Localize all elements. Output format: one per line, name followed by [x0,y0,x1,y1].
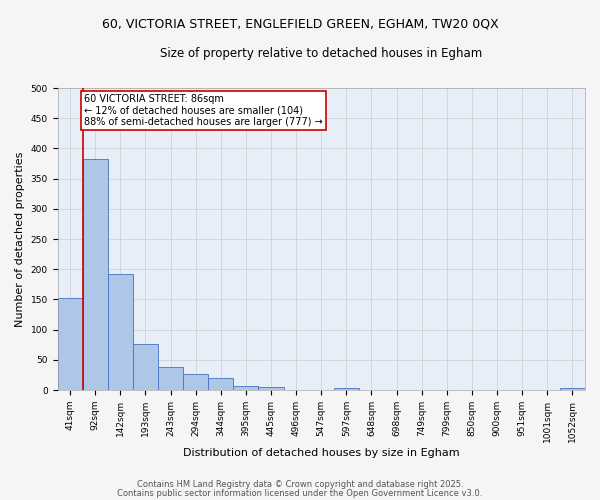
Y-axis label: Number of detached properties: Number of detached properties [15,152,25,327]
Bar [259,387,284,390]
Text: 60, VICTORIA STREET, ENGLEFIELD GREEN, EGHAM, TW20 0QX: 60, VICTORIA STREET, ENGLEFIELD GREEN, E… [101,18,499,30]
Text: Contains HM Land Registry data © Crown copyright and database right 2025.: Contains HM Land Registry data © Crown c… [137,480,463,489]
Bar [233,386,259,390]
Bar [560,388,585,390]
Bar [183,374,208,390]
Bar [158,366,183,390]
Bar [58,298,83,390]
Text: Contains public sector information licensed under the Open Government Licence v3: Contains public sector information licen… [118,488,482,498]
Bar [83,160,108,390]
Bar [108,274,133,390]
Bar [208,378,233,390]
Title: Size of property relative to detached houses in Egham: Size of property relative to detached ho… [160,48,482,60]
X-axis label: Distribution of detached houses by size in Egham: Distribution of detached houses by size … [183,448,460,458]
Text: 60 VICTORIA STREET: 86sqm
← 12% of detached houses are smaller (104)
88% of semi: 60 VICTORIA STREET: 86sqm ← 12% of detac… [84,94,323,128]
Bar [133,344,158,390]
Bar [334,388,359,390]
